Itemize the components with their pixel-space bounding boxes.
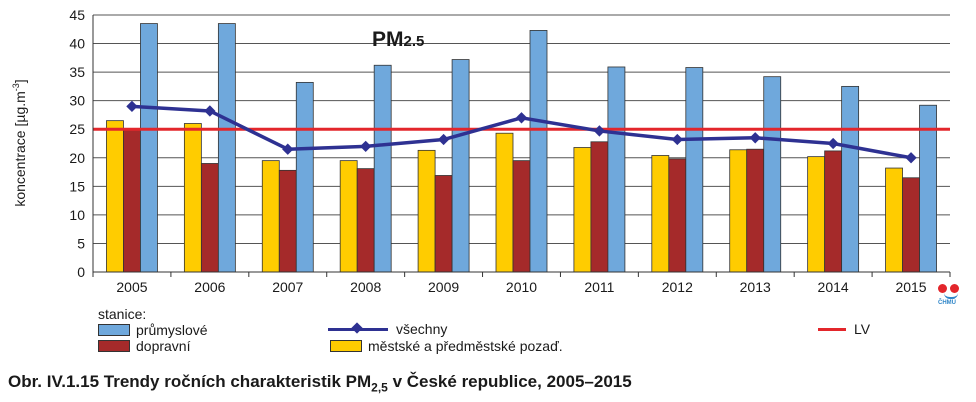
bar-traffic-2013 [746, 148, 765, 273]
x-tick-label-2009: 2009 [428, 279, 459, 295]
chmu-logo: ČHMÚ [936, 282, 968, 312]
bar-urban-2006 [183, 123, 202, 273]
bar-traffic-2011 [590, 141, 609, 273]
legend-swatch-lv [818, 327, 846, 331]
bar-urban-2015 [885, 167, 903, 273]
bar-urban-2008 [339, 160, 358, 273]
bar-urban-2005 [106, 120, 124, 273]
x-tick-label-2012: 2012 [662, 279, 693, 295]
bar-industrial-2007 [295, 81, 314, 273]
y-tick-label-40: 40 [69, 36, 85, 52]
x-tick-label-2014: 2014 [818, 279, 849, 295]
marker-all-2008 [360, 140, 372, 153]
x-tick-label-2008: 2008 [350, 279, 381, 295]
y-tick-label-15: 15 [69, 178, 85, 194]
legend-label-all: všechny [396, 321, 448, 337]
bar-urban-2011 [573, 147, 592, 273]
bar-traffic-2010 [512, 160, 531, 273]
bar-urban-2013 [729, 149, 748, 273]
bar-industrial-2011 [607, 66, 626, 273]
x-tick-label-2005: 2005 [116, 279, 147, 295]
all-stations-line-layer [126, 100, 917, 164]
x-tick-label-2007: 2007 [272, 279, 303, 295]
caption-prefix: Obr. IV.1.15 Trendy ročních charakterist… [8, 372, 372, 391]
bar-traffic-2015 [902, 177, 920, 273]
legend-item-traffic: dopravní [98, 338, 190, 354]
bar-industrial-2010 [529, 30, 548, 273]
bar-urban-2014 [807, 156, 826, 273]
chart-title: PM2.5 [372, 28, 424, 51]
bar-urban-2012 [651, 155, 670, 273]
tick-labels: 0 5 10 15 20 25 30 35 40 45 2005 2006 2007 2008 2009 20… [69, 7, 926, 295]
legend-label-lv: LV [854, 321, 871, 337]
bar-traffic-2005 [123, 128, 141, 273]
legend-item-industrial: průmyslové [98, 322, 208, 338]
x-tick-label-2010: 2010 [506, 279, 537, 295]
y-tick-label-45: 45 [69, 7, 85, 23]
marker-all-2013 [749, 132, 761, 144]
legend-item-lv: LV [818, 321, 870, 337]
chmu-logo-text: ČHMÚ [938, 300, 956, 306]
marker-all-2011 [593, 125, 606, 137]
legend-swatch-traffic [98, 340, 130, 352]
y-tick-label-5: 5 [77, 235, 85, 251]
bar-industrial-2014 [841, 85, 860, 273]
bar-urban-2009 [417, 149, 436, 273]
bar-traffic-2008 [356, 168, 375, 273]
bar-traffic-2009 [434, 175, 453, 273]
bar-industrial-2012 [685, 67, 704, 273]
bar-industrial-2006 [217, 23, 236, 273]
x-tick-label-2013: 2013 [740, 279, 771, 295]
y-tick-label-20: 20 [69, 150, 85, 166]
marker-all-2005 [126, 100, 138, 113]
marker-all-2006 [204, 105, 216, 117]
figure-caption: Obr. IV.1.15 Trendy ročních charakterist… [8, 372, 632, 394]
chart-title-sub: 2.5 [404, 33, 425, 50]
marker-all-2014 [827, 137, 839, 150]
bar-urban-2010 [495, 132, 514, 273]
x-tick-label-2015: 2015 [895, 279, 926, 295]
y-axis-label: koncentrace [µg.m-3] [11, 79, 28, 206]
y-tick-label-0: 0 [77, 264, 85, 280]
legend-item-all: všechny [328, 321, 447, 337]
marker-all-2012 [671, 133, 683, 146]
caption-sub: 2,5 [371, 380, 388, 395]
legend-label-industrial: průmyslové [136, 322, 208, 338]
y-tick-label-10: 10 [69, 207, 85, 223]
legend-label-traffic: dopravní [136, 338, 191, 354]
marker-all-2015 [905, 152, 917, 164]
legend-label-urban: městské a předměstské pozaď. [368, 338, 563, 354]
bar-traffic-2006 [200, 163, 219, 273]
chart-title-main: PM [372, 28, 404, 51]
bar-traffic-2012 [668, 158, 687, 273]
marker-all-2010 [515, 112, 528, 124]
legend-swatch-all [328, 322, 388, 336]
bar-industrial-2009 [451, 59, 470, 273]
x-tick-label-2011: 2011 [584, 279, 614, 295]
y-tick-label-35: 35 [69, 64, 85, 80]
y-tick-label-25: 25 [69, 121, 85, 137]
bar-traffic-2014 [824, 150, 843, 273]
marker-all-2009 [437, 133, 450, 146]
legend-heading: stanice: [98, 306, 147, 322]
marker-all-2007 [282, 143, 294, 155]
bar-industrial-2013 [763, 76, 782, 273]
legend-item-urban: městské a předměstské pozaď. [330, 338, 563, 354]
bar-urban-2007 [261, 160, 280, 273]
legend-swatch-industrial [98, 324, 130, 336]
x-tick-label-2006: 2006 [194, 279, 225, 295]
bar-traffic-2007 [278, 169, 297, 273]
pm25-chart: 0 5 10 15 20 25 30 35 40 45 2005 2006 2007 2008 2009 20… [11, 7, 951, 295]
bar-industrial-2005 [140, 23, 158, 273]
bars [106, 23, 937, 273]
y-tick-label-30: 30 [69, 93, 85, 109]
axes [92, 15, 951, 277]
legend-swatch-urban [330, 340, 362, 352]
caption-suffix: v České republice, 2005–2015 [387, 372, 632, 391]
bar-industrial-2008 [373, 64, 392, 273]
